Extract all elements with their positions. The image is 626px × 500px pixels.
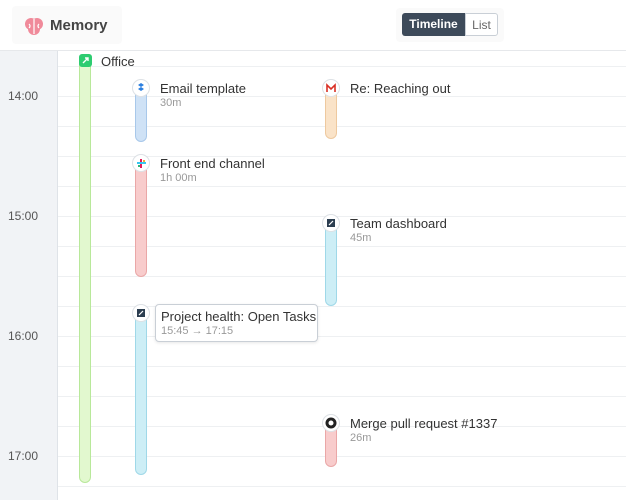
event-bar[interactable] — [135, 155, 147, 277]
grid-line — [58, 336, 626, 337]
event-detail: 1h 00m — [160, 172, 197, 184]
event-title[interactable]: Email template — [160, 81, 246, 96]
event-icon — [322, 79, 340, 97]
grid-line — [58, 156, 626, 157]
timeline-button[interactable]: Timeline — [402, 13, 465, 36]
grid-line — [58, 66, 626, 67]
group-label: Office — [101, 54, 135, 69]
event-title[interactable]: Team dashboard — [350, 216, 447, 231]
event-bar[interactable] — [135, 305, 147, 475]
time-label: 17:00 — [8, 449, 39, 463]
grid-line — [58, 126, 626, 127]
event-icon — [322, 214, 340, 232]
event-title[interactable]: Front end channel — [160, 156, 265, 171]
grid-line — [58, 216, 626, 217]
grid-line — [58, 96, 626, 97]
event-title[interactable]: Project health: Open Tasks — [161, 309, 317, 324]
grid-line — [58, 396, 626, 397]
time-label: 15:00 — [8, 209, 39, 223]
grid-line — [58, 276, 626, 277]
grid-line — [58, 246, 626, 247]
grid-line — [58, 186, 626, 187]
group-icon — [79, 54, 92, 67]
event-title[interactable]: Re: Reaching out — [350, 81, 451, 96]
grid-line — [58, 486, 626, 487]
event-icon — [132, 154, 150, 172]
time-label: 16:00 — [8, 329, 39, 343]
time-gutter — [0, 51, 58, 500]
event-detail: 15:45 → 17:15 — [161, 325, 234, 337]
event-detail: 30m — [160, 97, 182, 109]
app-name: Memory — [50, 17, 108, 34]
list-button[interactable]: List — [465, 13, 498, 36]
grid-line — [58, 426, 626, 427]
event-icon — [132, 304, 150, 322]
event-detail: 26m — [350, 432, 372, 444]
event-icon — [322, 414, 340, 432]
event-icon — [132, 79, 150, 97]
event-title[interactable]: Merge pull request #1337 — [350, 416, 498, 431]
time-label: 14:00 — [8, 89, 39, 103]
grid-line — [58, 456, 626, 457]
grid-line — [58, 366, 626, 367]
group-bar — [79, 55, 91, 483]
brain-icon — [25, 18, 43, 35]
event-detail: 45m — [350, 232, 372, 244]
grid-line — [58, 306, 626, 307]
event-tooltip — [155, 304, 318, 342]
